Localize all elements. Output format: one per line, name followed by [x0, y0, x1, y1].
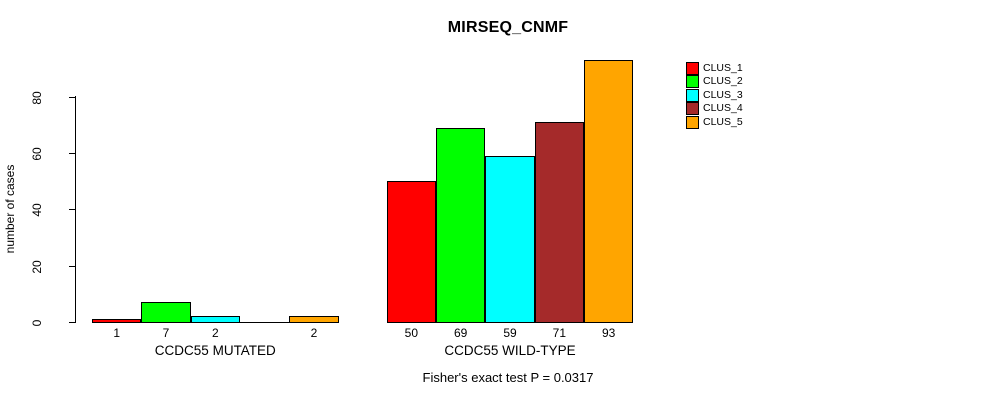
y-tick — [69, 266, 76, 267]
bar-value-label: 71 — [552, 326, 567, 340]
y-axis-label: number of cases — [3, 164, 17, 254]
y-tick-label: 20 — [30, 259, 44, 274]
legend-label: CLUS_4 — [703, 102, 743, 115]
legend-swatch — [686, 102, 699, 116]
chart-title: MIRSEQ_CNMF — [447, 19, 569, 36]
legend-label: CLUS_1 — [703, 62, 743, 74]
bar-value-label: 2 — [211, 326, 219, 340]
y-tick-label: 80 — [30, 90, 44, 105]
bar — [386, 181, 437, 323]
bar — [190, 316, 240, 323]
bar — [289, 316, 339, 323]
legend-swatch — [686, 115, 699, 129]
bar-value-label: 1 — [113, 326, 120, 340]
footnote: Fisher's exact test P = 0.0317 — [422, 370, 594, 385]
bar-value-label: 7 — [162, 326, 170, 340]
legend-label: CLUS_3 — [703, 88, 743, 101]
bar-value-label: 2 — [310, 326, 318, 340]
bar — [534, 122, 585, 323]
group-label: CCDC55 MUTATED — [154, 343, 276, 358]
y-tick — [69, 97, 76, 98]
bar — [92, 319, 142, 323]
bar — [141, 302, 191, 323]
bar — [436, 128, 486, 323]
bar-value-label: 69 — [454, 326, 468, 340]
y-tick-label: 60 — [30, 146, 44, 161]
bar-value-label: 50 — [404, 326, 419, 340]
legend-swatch — [686, 88, 699, 102]
legend-swatch — [686, 75, 699, 89]
group-label: CCDC55 WILD-TYPE — [444, 343, 576, 358]
bar-value-label: 93 — [601, 326, 616, 340]
bar — [239, 322, 290, 323]
legend-label: CLUS_2 — [703, 75, 743, 88]
legend-swatch — [686, 62, 699, 75]
bar — [584, 60, 634, 323]
y-tick-label: 0 — [30, 319, 44, 326]
y-tick — [69, 209, 76, 210]
y-tick — [69, 322, 76, 323]
y-tick-label: 40 — [30, 202, 44, 217]
bar — [485, 156, 535, 323]
y-tick — [69, 153, 76, 154]
bar-value-label: 59 — [503, 326, 517, 340]
legend-label: CLUS_5 — [703, 115, 743, 128]
